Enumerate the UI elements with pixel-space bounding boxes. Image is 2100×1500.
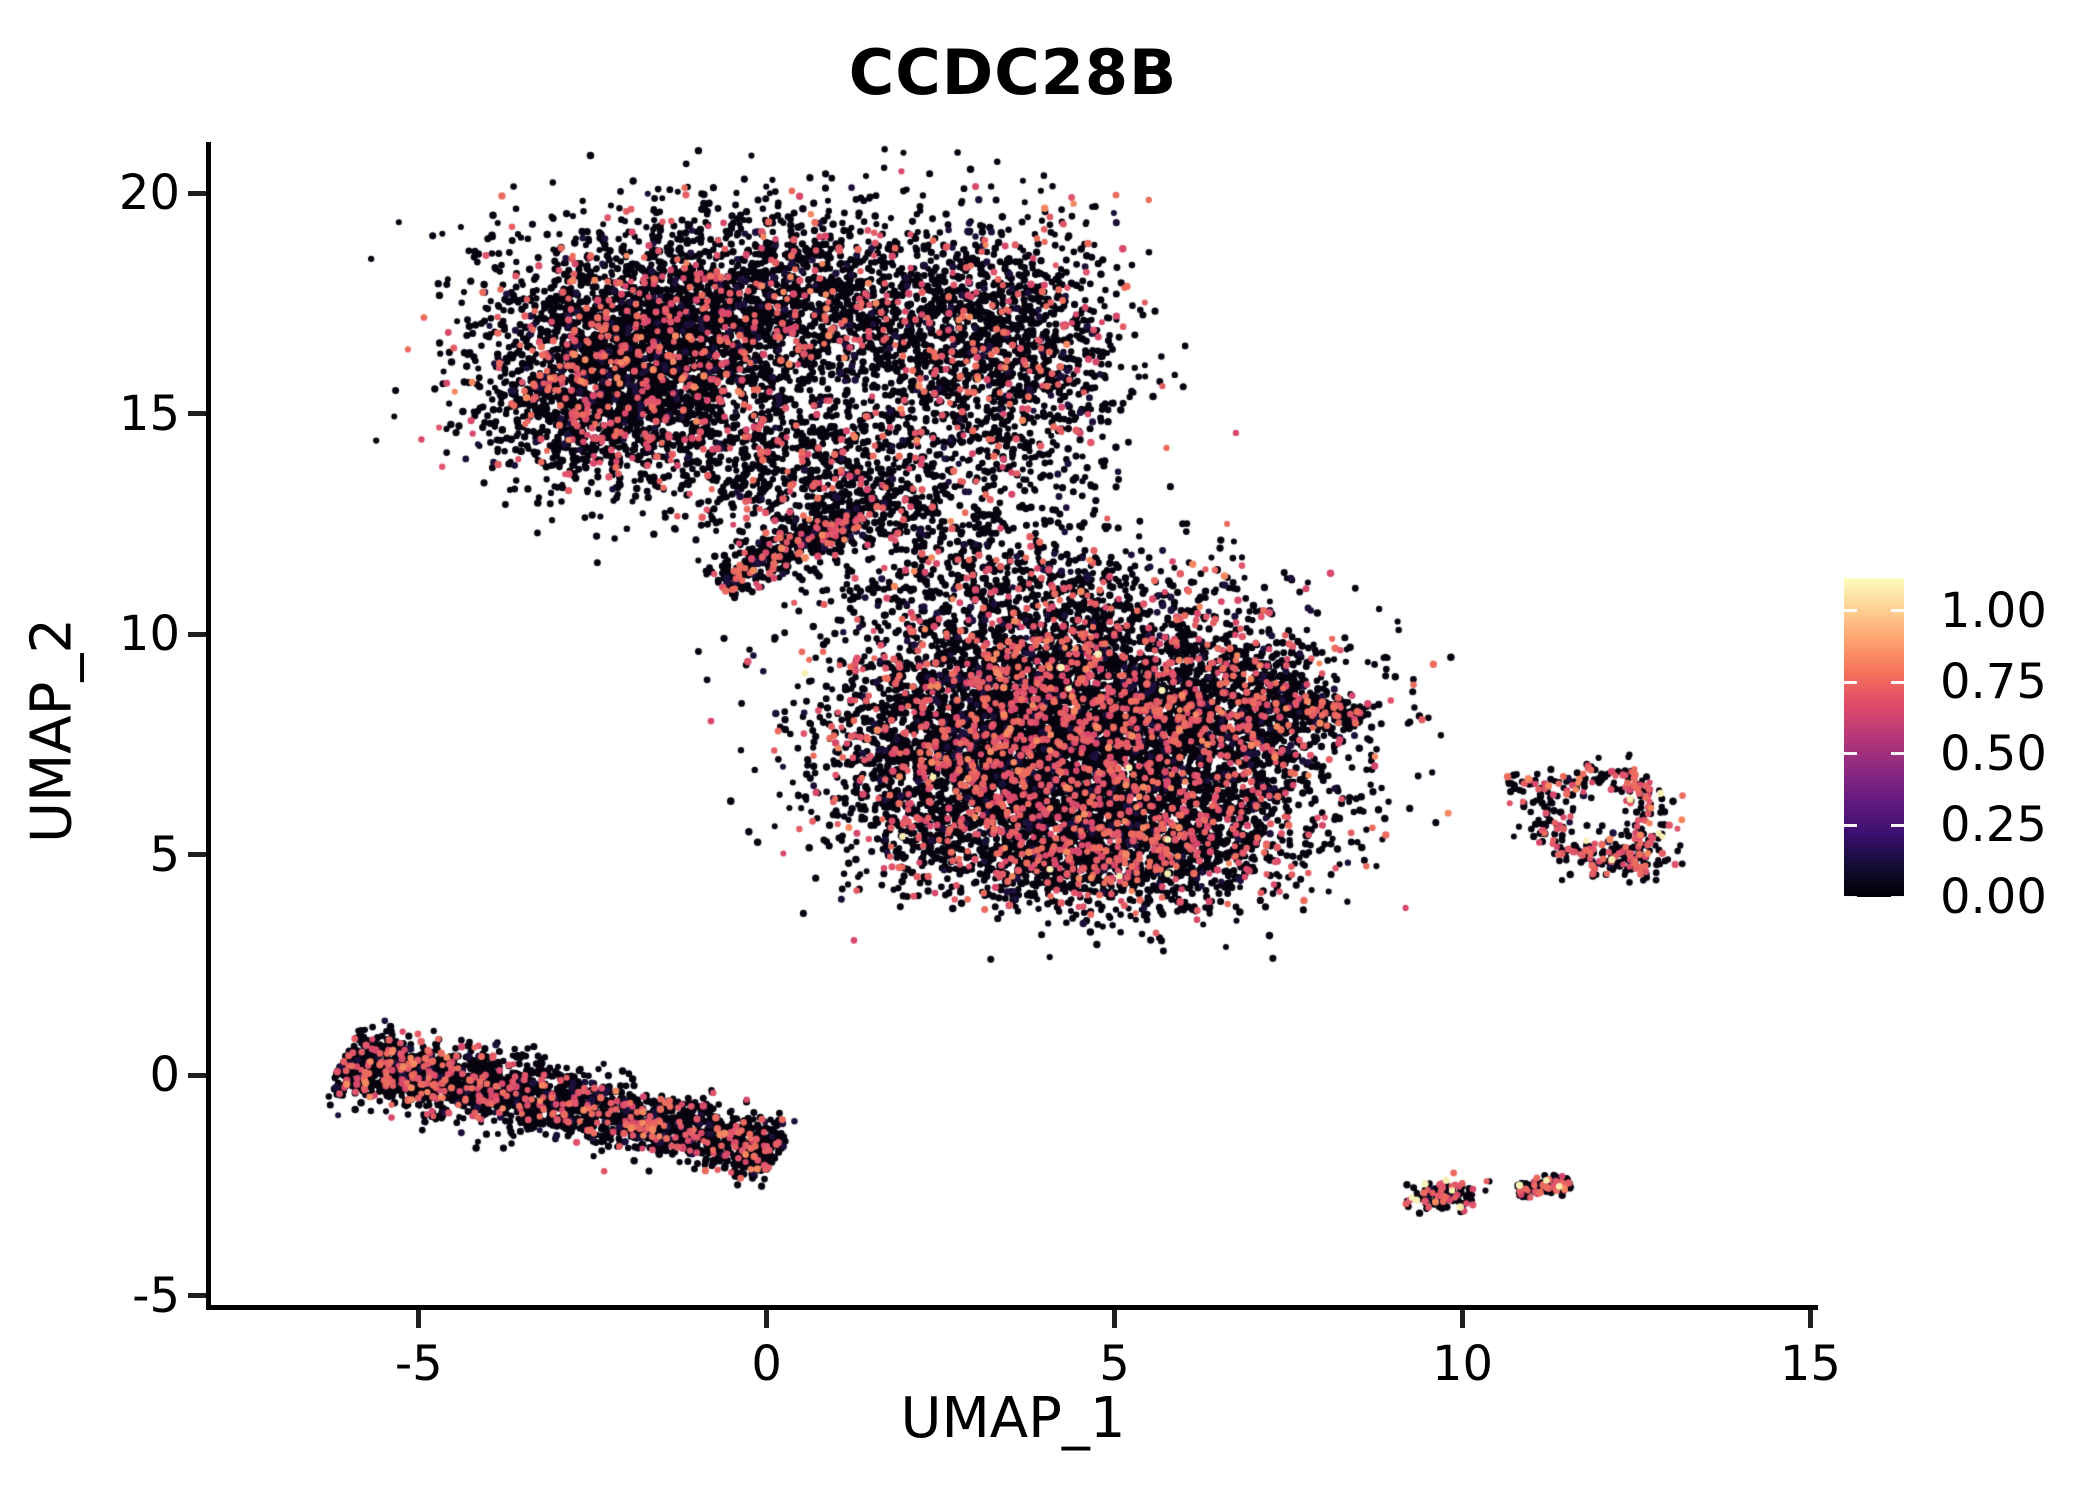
x-tick-label: 15 <box>1779 1336 1841 1392</box>
colorbar-tick-mark <box>1844 752 1857 756</box>
x-axis-title: UMAP_1 <box>900 1386 1126 1451</box>
y-tick-label: 20 <box>118 165 180 222</box>
colorbar-tick-mark <box>1844 823 1857 827</box>
y-tick-mark <box>188 631 206 637</box>
y-tick-label: 5 <box>149 826 180 883</box>
colorbar-tick-label: 0.25 <box>1940 797 2047 854</box>
x-tick-label: -5 <box>394 1336 443 1392</box>
colorbar-tick-label: 1.00 <box>1940 582 2047 639</box>
x-tick-mark <box>1807 1310 1813 1328</box>
y-tick-mark <box>188 852 206 858</box>
colorbar-tick-mark <box>1891 823 1904 827</box>
y-tick-mark <box>188 1293 206 1299</box>
plot-title: CCDC28B <box>848 36 1178 109</box>
colorbar-tick-mark <box>1844 609 1857 613</box>
colorbar-tick-label: 0.75 <box>1940 654 2047 711</box>
y-tick-label: 15 <box>118 385 180 442</box>
colorbar-tick-label: 0.00 <box>1940 869 2047 925</box>
x-tick-label: 0 <box>751 1336 782 1392</box>
colorbar-tick-mark <box>1891 895 1904 899</box>
colorbar-tick-mark <box>1891 680 1904 684</box>
x-tick-mark <box>764 1310 770 1328</box>
y-tick-label: 10 <box>118 606 180 663</box>
colorbar-tick-label: 0.50 <box>1940 725 2047 782</box>
x-tick-mark <box>416 1310 422 1328</box>
colorbar-tick-mark <box>1891 752 1904 756</box>
x-tick-mark <box>1112 1310 1118 1328</box>
y-tick-mark <box>188 190 206 196</box>
y-tick-mark <box>188 411 206 417</box>
x-tick-label: 5 <box>1099 1336 1130 1392</box>
colorbar-tick-mark <box>1891 609 1904 613</box>
y-tick-mark <box>188 1072 206 1078</box>
colorbar-tick-mark <box>1844 895 1857 899</box>
x-tick-label: 10 <box>1431 1336 1494 1392</box>
y-axis-title: UMAP_2 <box>19 618 85 844</box>
y-tick-label: 0 <box>149 1047 180 1104</box>
x-axis-line <box>206 1305 1818 1310</box>
colorbar-tick-mark <box>1844 680 1857 684</box>
y-tick-label: -5 <box>132 1267 180 1324</box>
colorbar-gradient <box>1844 578 1904 897</box>
x-tick-mark <box>1460 1310 1465 1328</box>
y-axis-line <box>206 142 211 1309</box>
